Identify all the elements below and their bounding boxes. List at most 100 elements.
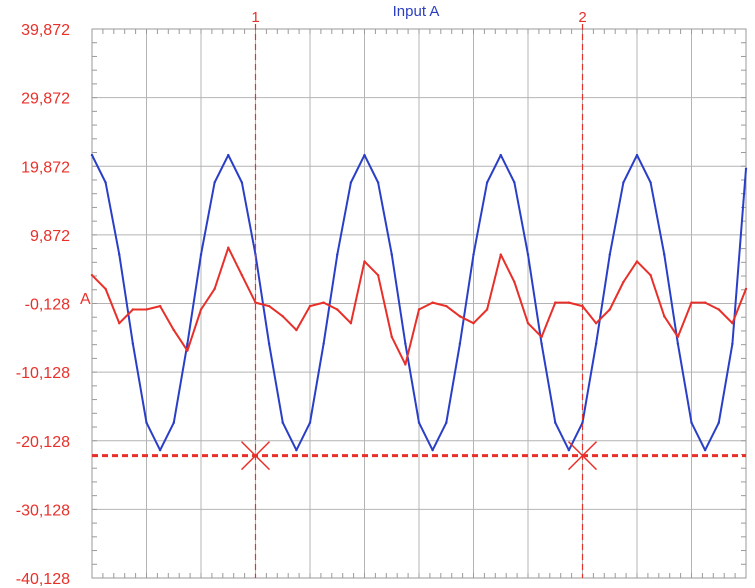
y-tick-label: -10,128: [16, 365, 70, 382]
data-point: [717, 308, 720, 311]
data-point: [336, 308, 339, 311]
data-point: [336, 253, 339, 256]
data-point: [390, 335, 393, 339]
data-point: [213, 181, 216, 184]
data-point: [472, 253, 475, 256]
data-point: [390, 253, 393, 256]
data-point: [594, 342, 598, 345]
data-point: [649, 181, 652, 184]
data-point: [131, 342, 135, 345]
data-point: [744, 287, 748, 291]
data-point: [526, 253, 530, 256]
data-point: [267, 342, 271, 345]
data-point: [581, 421, 584, 424]
data-point: [731, 342, 734, 345]
data-point: [690, 301, 693, 304]
y-axis-labels: 39,872 29,872 19,872 9,872 -0,128 -10,128 -20,…: [16, 22, 70, 588]
y-tick-label: 9,872: [30, 228, 70, 245]
data-point: [594, 322, 598, 325]
y-tick-label: -40,128: [16, 571, 70, 588]
data-point: [240, 273, 244, 277]
data-point: [513, 280, 516, 284]
data-point: [663, 315, 666, 318]
data-point: [540, 342, 543, 345]
data-point: [322, 301, 325, 304]
data-point: [431, 448, 434, 452]
data-point: [663, 253, 666, 256]
data-point: [349, 181, 353, 184]
data-point: [376, 273, 380, 277]
data-point: [635, 153, 639, 157]
data-point: [267, 304, 271, 308]
data-point: [417, 308, 421, 311]
y-tick-label: -0,128: [25, 297, 70, 314]
data-point: [172, 328, 175, 332]
data-point: [104, 287, 107, 291]
data-point: [608, 253, 611, 256]
data-point: [254, 301, 257, 304]
data-point: [199, 308, 203, 311]
data-point: [145, 308, 148, 311]
data-point: [240, 181, 244, 184]
data-point: [703, 301, 707, 304]
data-point: [676, 342, 680, 345]
data-point: [731, 322, 734, 325]
data-point: [158, 304, 162, 308]
data-point: [404, 342, 407, 345]
data-point: [363, 260, 366, 263]
y-tick-label: -30,128: [16, 502, 70, 519]
data-point: [145, 421, 148, 424]
data-point: [90, 273, 94, 277]
data-point: [676, 335, 680, 339]
data-point: [703, 448, 707, 452]
data-point: [554, 301, 557, 304]
data-point: [322, 342, 325, 345]
data-point: [131, 308, 135, 311]
data-point: [540, 335, 543, 339]
data-point: [485, 181, 489, 184]
data-point: [445, 304, 448, 308]
data-point: [554, 421, 557, 424]
data-point: [227, 153, 230, 157]
data-point: [431, 301, 434, 304]
grid: [92, 29, 746, 578]
cursor-label: 2: [578, 9, 586, 26]
data-point: [417, 421, 421, 424]
data-point: [690, 421, 693, 424]
data-point: [472, 322, 475, 325]
data-point: [567, 448, 571, 452]
data-point: [376, 181, 380, 184]
series-group: [90, 153, 748, 452]
series-2: [90, 246, 748, 366]
cursor-cross-marker: [240, 441, 271, 471]
data-point: [158, 448, 162, 452]
y-tick-label: -20,128: [16, 434, 70, 451]
data-point: [622, 280, 625, 284]
data-point: [281, 421, 284, 424]
data-point: [635, 260, 639, 263]
data-point: [281, 315, 284, 318]
data-point: [404, 363, 407, 366]
y-tick-label: 29,872: [21, 91, 70, 108]
data-point: [458, 342, 462, 345]
minor-ticks: [92, 29, 746, 578]
cursor-label: 1: [251, 9, 259, 26]
data-point: [213, 287, 216, 291]
data-point: [186, 349, 189, 352]
data-point: [104, 181, 107, 184]
data-point: [172, 421, 175, 424]
series-1: [90, 153, 748, 452]
cursor-cross-marker: [567, 441, 598, 471]
data-point: [227, 246, 230, 249]
data-point: [186, 342, 189, 345]
y-tick-label: 39,872: [21, 22, 70, 39]
data-point: [90, 153, 94, 157]
data-point: [717, 421, 720, 424]
data-point: [349, 322, 353, 325]
reference-marker: A: [80, 291, 91, 308]
data-point: [308, 421, 312, 424]
data-point: [649, 273, 652, 277]
data-point: [499, 153, 502, 157]
